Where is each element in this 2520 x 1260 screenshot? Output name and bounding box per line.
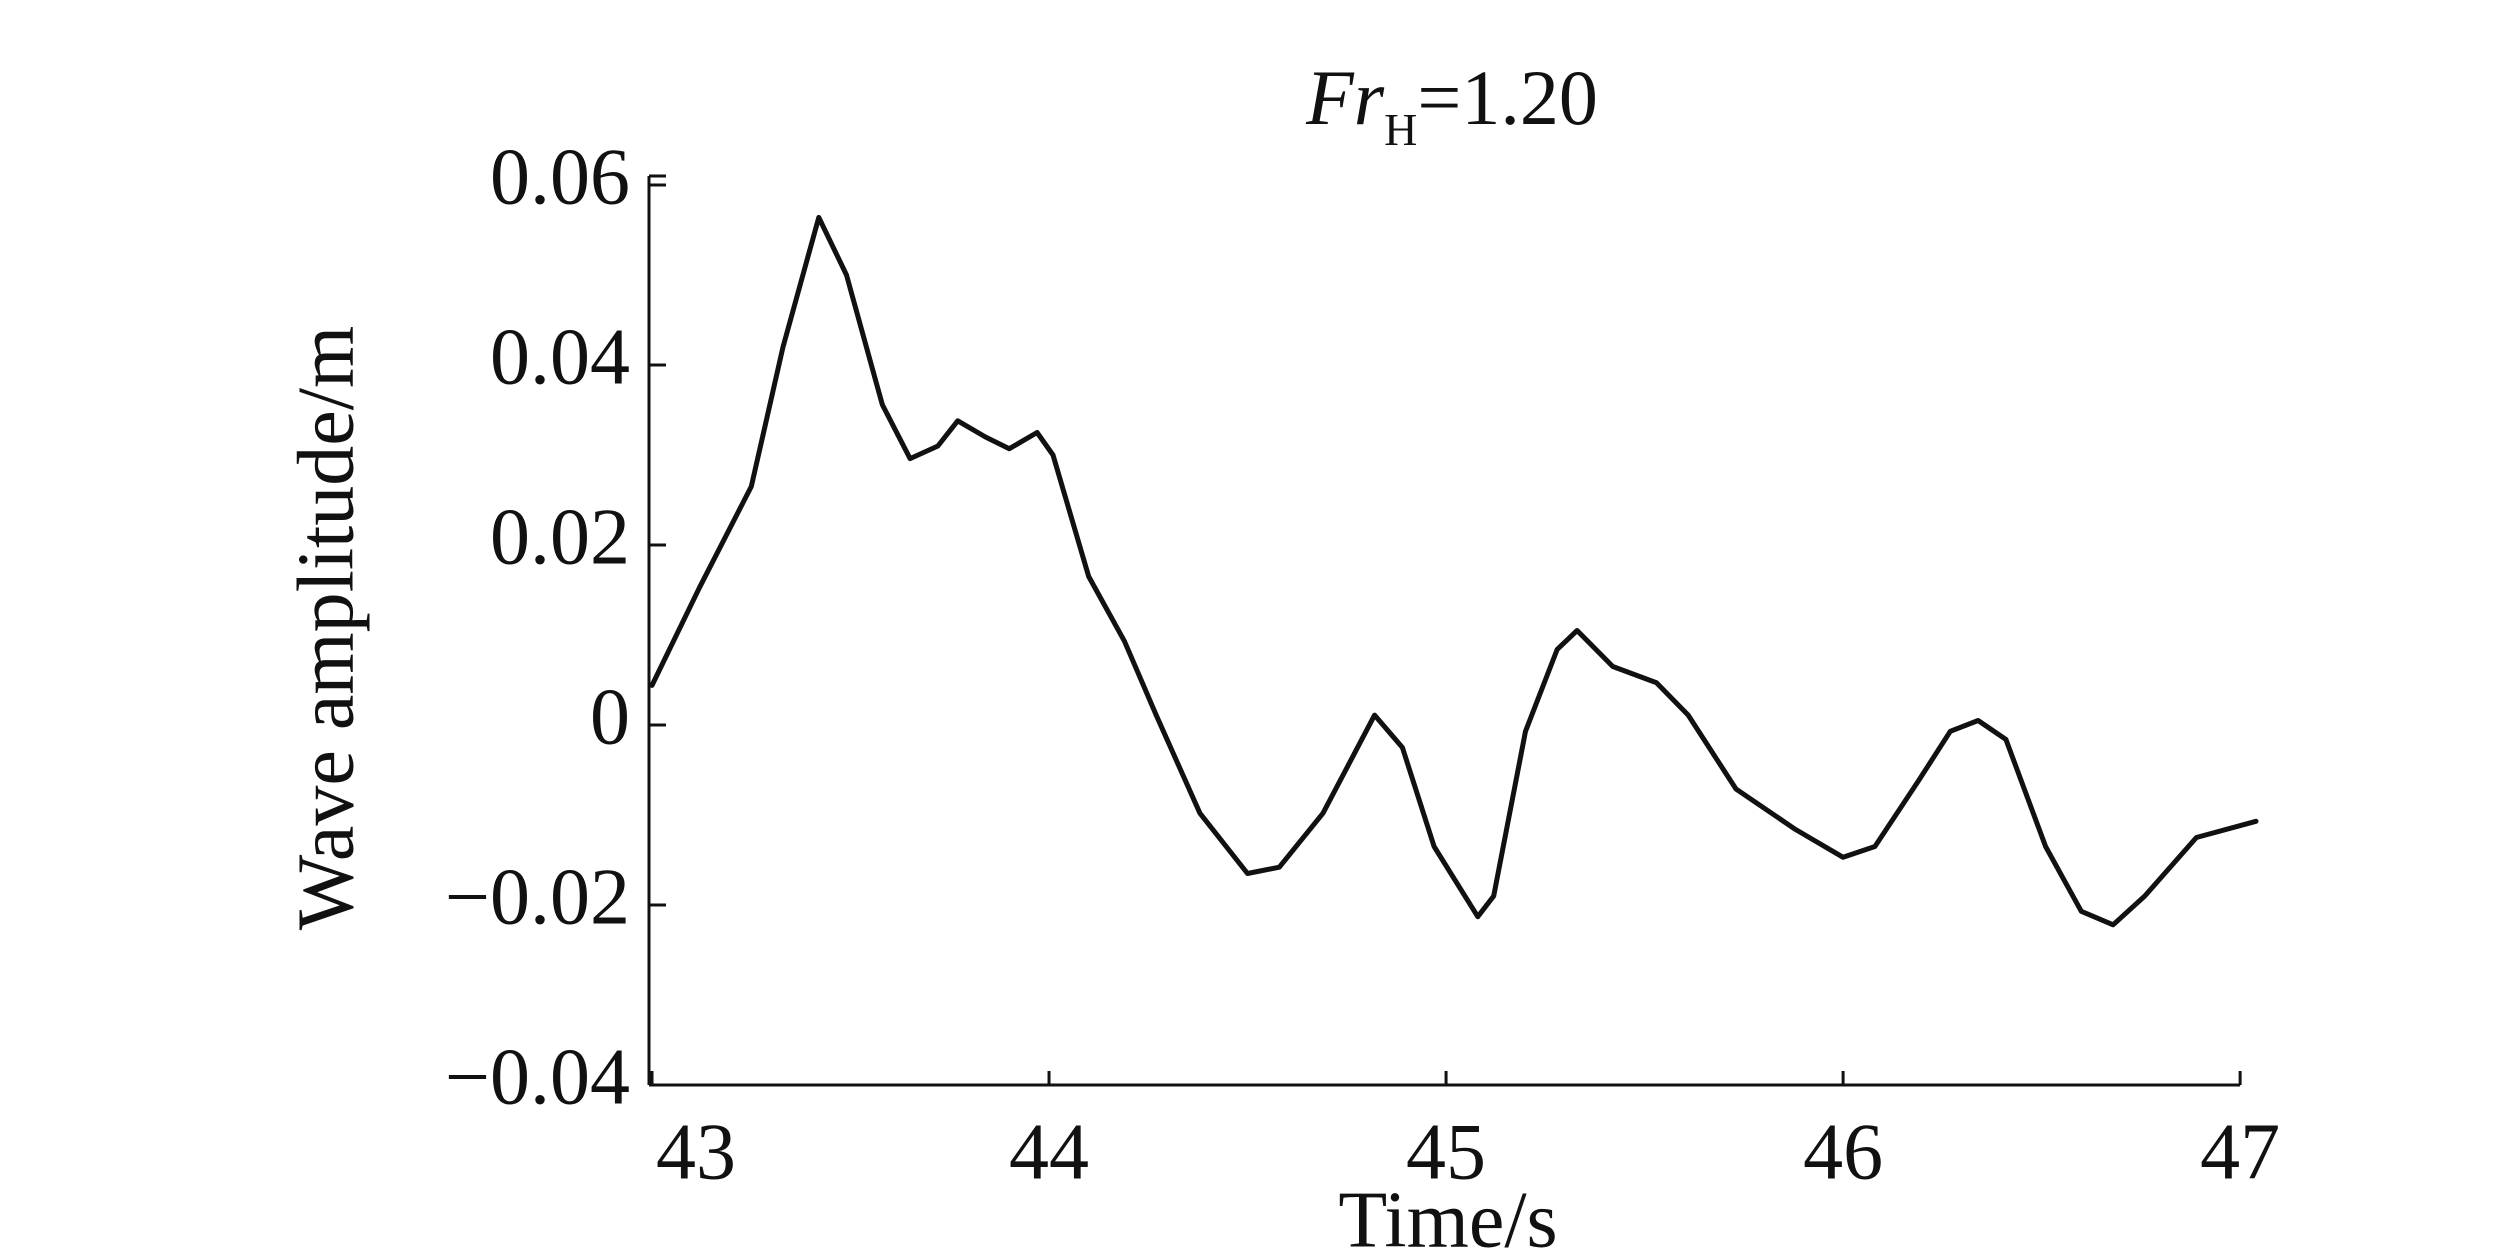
x-tick-label: 45 [1406,1108,1486,1196]
chart-title: FrH=1.20 [1305,54,1598,155]
y-tick-label: 0.04 [490,313,630,401]
y-tick-label: 0.06 [490,133,630,221]
title-main: Fr [1305,54,1385,141]
y-tick-label: 0.02 [490,493,630,581]
x-tick-label: 47 [2200,1108,2280,1196]
x-axis-label: Time/s [1338,1176,1557,1260]
title-suffix: =1.20 [1417,54,1598,141]
title-subscript: H [1384,104,1417,155]
x-tick-label: 46 [1803,1108,1883,1196]
x-tick-label: 43 [656,1108,736,1196]
y-axis-label: Wave amplitude/m [282,326,370,931]
y-tick-label: −0.04 [445,1033,630,1121]
y-tick-label: 0 [590,673,630,761]
data-line [649,214,2259,928]
x-tick-label: 44 [1009,1108,1089,1196]
y-tick-label: −0.02 [445,853,630,941]
